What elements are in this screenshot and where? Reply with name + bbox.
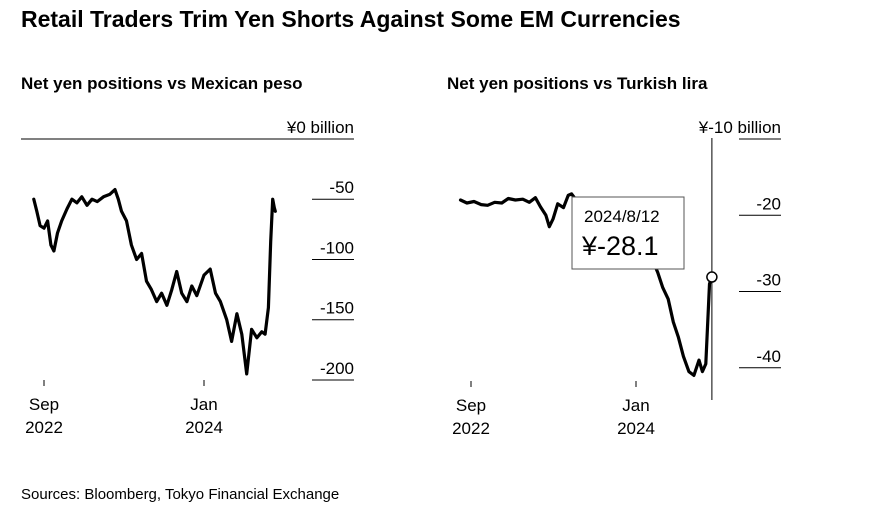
y-tick-label: ¥-10 billion bbox=[698, 118, 781, 137]
y-tick-label: -50 bbox=[329, 178, 354, 197]
tooltip-date: 2024/8/12 bbox=[584, 207, 660, 226]
y-tick-label: -100 bbox=[320, 238, 354, 257]
x-tick-year-label: 2022 bbox=[452, 419, 490, 438]
sources-note: Sources: Bloomberg, Tokyo Financial Exch… bbox=[21, 486, 340, 503]
x-tick-label: Jan bbox=[622, 396, 649, 415]
hover-marker bbox=[706, 271, 718, 283]
left-panel-title: Net yen positions vs Mexican peso bbox=[21, 74, 303, 93]
x-tick-label: Jan bbox=[190, 395, 217, 414]
y-tick-label: ¥0 billion bbox=[286, 118, 354, 137]
y-tick-label: -40 bbox=[756, 347, 781, 366]
tooltip-value: ¥-28.1 bbox=[581, 231, 659, 261]
tooltip-box bbox=[571, 196, 685, 270]
y-tick-label: -30 bbox=[756, 271, 781, 290]
x-tick-label: Sep bbox=[29, 395, 59, 414]
y-tick-label: -20 bbox=[756, 194, 781, 213]
y-tick-label: -150 bbox=[320, 299, 354, 318]
right-panel-title: Net yen positions vs Turkish lira bbox=[447, 74, 708, 93]
series-line bbox=[32, 188, 277, 376]
y-tick-label: -200 bbox=[320, 359, 354, 378]
x-tick-year-label: 2024 bbox=[185, 418, 223, 437]
x-tick-label: Sep bbox=[456, 396, 486, 415]
x-tick-year-label: 2024 bbox=[617, 419, 655, 438]
x-tick-year-label: 2022 bbox=[25, 418, 63, 437]
chart-main-title: Retail Traders Trim Yen Shorts Against S… bbox=[21, 6, 681, 32]
